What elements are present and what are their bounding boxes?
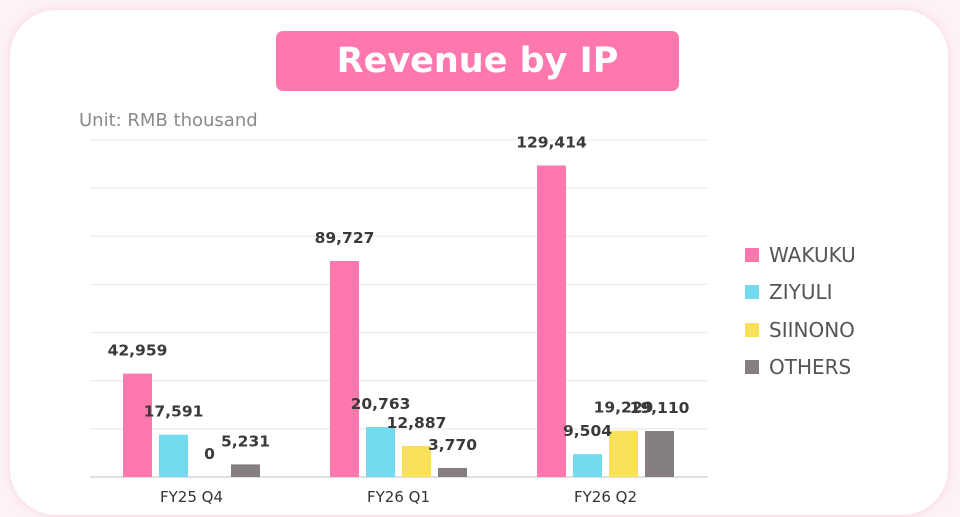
value-label: 3,770 (428, 436, 477, 454)
legend-swatch (745, 322, 759, 337)
category-labels: FY25 Q4 FY26 Q1 FY26 Q2 (160, 488, 637, 506)
bar-ziyuli-fy26-q2 (573, 454, 602, 477)
bar-others-fy26-q2 (645, 430, 674, 477)
bar-siinono-fy26-q2 (609, 430, 638, 477)
legend-label: SIINONO (769, 317, 855, 342)
legend-label: ZIYULI (769, 280, 833, 305)
chart-title-banner: Revenue by IP (276, 31, 679, 91)
value-label: 42,959 (108, 342, 168, 360)
value-label: 19,110 (630, 399, 690, 417)
bar-wakuku-fy26-q2 (537, 165, 566, 478)
value-label: 20,763 (351, 395, 411, 413)
bar-ziyuli-fy25-q4 (159, 434, 188, 477)
value-label: 19,229 (594, 399, 654, 417)
bar-wakuku-fy25-q4 (123, 373, 152, 477)
gridlines (90, 139, 708, 478)
bar-others-fy25-q4 (231, 464, 260, 477)
chart-title: Revenue by IP (336, 41, 619, 81)
category-label: FY26 Q1 (367, 488, 430, 506)
legend-swatch (745, 360, 759, 375)
legend-item-ziyuli: ZIYULI (745, 274, 856, 312)
category-label: FY25 Q4 (160, 488, 223, 506)
value-label: 0 (204, 445, 215, 463)
category-label: FY26 Q2 (574, 488, 637, 506)
legend: WAKUKU ZIYULI SIINONO OTHERS (745, 236, 856, 386)
legend-label: WAKUKU (769, 242, 856, 267)
legend-swatch (745, 285, 759, 300)
legend-item-wakuku: WAKUKU (745, 236, 856, 274)
value-label: 17,591 (144, 403, 204, 421)
value-label: 129,414 (516, 133, 587, 151)
bar-ziyuli-fy26-q1 (366, 427, 395, 477)
bars (123, 165, 674, 478)
bar-wakuku-fy26-q1 (330, 261, 359, 477)
bar-others-fy26-q1 (438, 467, 467, 477)
unit-note: Unit: RMB thousand (79, 110, 258, 131)
bar-siinono-fy26-q1 (402, 445, 431, 477)
legend-item-siinono: SIINONO (745, 311, 856, 349)
value-label: 89,727 (315, 229, 375, 247)
legend-swatch (745, 247, 759, 262)
chart-card (10, 10, 948, 515)
value-label: 12,887 (387, 414, 447, 432)
value-label: 5,231 (221, 432, 270, 450)
value-label: 9,504 (563, 422, 612, 440)
legend-label: OTHERS (769, 355, 852, 380)
legend-item-others: OTHERS (745, 349, 856, 387)
